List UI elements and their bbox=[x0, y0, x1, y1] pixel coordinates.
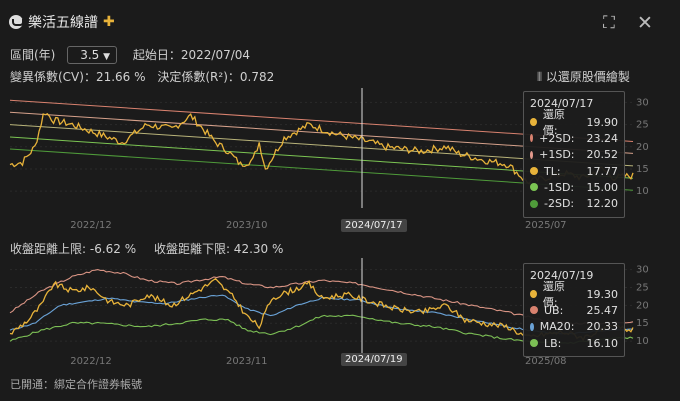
chevron-down-icon: ▼ bbox=[103, 52, 111, 62]
tooltip-row: LB: 16.10 bbox=[530, 335, 618, 351]
legend-dot-icon bbox=[530, 306, 538, 315]
tooltip-row: +1SD: 20.52 bbox=[530, 147, 618, 163]
legend-dot-icon bbox=[530, 339, 538, 348]
tooltip-date: 2024/07/19 bbox=[530, 269, 594, 282]
lower-distance-text: 收盤距離下限: 42.30 % bbox=[153, 242, 284, 256]
legend-dot-icon bbox=[530, 199, 538, 208]
y-tick-label: 15 bbox=[636, 164, 649, 175]
y-tick-label: 10 bbox=[636, 336, 649, 347]
tooltip-label: 還原價: bbox=[542, 108, 565, 138]
tooltip-value: 16.10 bbox=[586, 336, 619, 350]
tooltip-label: MA20: bbox=[539, 320, 575, 334]
tooltip-row: 還原價: 19.30 bbox=[530, 280, 619, 309]
range-value: 3.5 bbox=[80, 48, 100, 62]
footer-status: 已開通：綁定合作證券帳號 bbox=[10, 378, 142, 391]
tooltip-row: UB: 25.47 bbox=[530, 302, 618, 318]
x-tick-label: 2025/08 bbox=[525, 356, 567, 367]
start-date: 起始日：2022/07/04 bbox=[132, 48, 251, 62]
y-tick-label: 20 bbox=[636, 142, 649, 153]
tooltip-label: +2SD: bbox=[539, 131, 575, 145]
y-tick-label: 30 bbox=[636, 97, 649, 108]
app-logo-icon bbox=[9, 15, 24, 29]
tooltip-row: 還原價: 19.90 bbox=[530, 108, 619, 137]
tooltip-row: +2SD: 23.24 bbox=[530, 130, 618, 146]
tooltip-row: -2SD: 12.20 bbox=[530, 195, 618, 211]
tooltip-value: 25.47 bbox=[586, 303, 619, 317]
tooltip-value: 15.00 bbox=[586, 180, 619, 194]
app-title-bar: 樂活五線譜 ✚ bbox=[9, 12, 115, 32]
tooltip-label: UB: bbox=[544, 303, 564, 317]
expand-icon[interactable]: ⛶ bbox=[603, 13, 615, 33]
crosshair-date-label: 2024/07/17 bbox=[341, 219, 407, 232]
y-tick-label: 20 bbox=[636, 300, 649, 311]
range-label: 區間(年) bbox=[10, 48, 56, 62]
tooltip-value: 20.33 bbox=[586, 320, 619, 334]
tooltip-label: -2SD: bbox=[544, 197, 575, 211]
tooltip-label: +1SD: bbox=[539, 148, 575, 162]
legend-dot-icon bbox=[530, 183, 538, 192]
tooltip-value: 20.52 bbox=[586, 148, 619, 162]
y-tick-label: 10 bbox=[636, 186, 649, 197]
tooltip-label: LB: bbox=[544, 336, 562, 350]
y-tick-label: 30 bbox=[636, 265, 649, 276]
legend-dot-icon bbox=[530, 322, 534, 331]
x-tick-label: 2022/12 bbox=[70, 356, 112, 367]
legend-dot-icon bbox=[530, 134, 534, 143]
tooltip-label: TL: bbox=[544, 164, 561, 178]
legend-dot-icon bbox=[530, 118, 537, 127]
r2-text: 決定係數(R²)：0.782 bbox=[157, 70, 275, 84]
range-select[interactable]: 3.5 ▼ bbox=[67, 46, 118, 64]
bollinger-tooltip: 2024/07/19 還原價: 19.30 UB: 25.47 MA20: 20.33 LB… bbox=[523, 263, 625, 358]
tooltip-row: -1SD: 15.00 bbox=[530, 179, 618, 195]
adjusted-price-label: 以還原股價繪製 bbox=[545, 70, 630, 84]
cv-text: 變異係數(CV)：21.66 % bbox=[10, 70, 146, 84]
five-line-tooltip: 2024/07/17 還原價: 19.90 +2SD: 23.24 +1SD: 20.52… bbox=[523, 91, 625, 218]
y-tick-label: 25 bbox=[636, 282, 649, 293]
band-stats-row: 收盤距離上限: -6.62 % 收盤距離下限: 42.30 % bbox=[10, 240, 283, 257]
legend-dot-icon bbox=[530, 150, 534, 159]
y-tick-label: 15 bbox=[636, 318, 649, 329]
puzzle-icon[interactable]: ✚ bbox=[103, 14, 115, 30]
tooltip-value: 19.30 bbox=[586, 287, 619, 301]
app-title: 樂活五線譜 bbox=[28, 15, 98, 31]
close-icon[interactable]: ✕ bbox=[637, 12, 653, 34]
tooltip-date: 2024/07/17 bbox=[530, 97, 594, 110]
controls-row: 區間(年) 3.5 ▼ 起始日：2022/07/04 bbox=[10, 46, 250, 64]
tooltip-value: 23.24 bbox=[586, 131, 619, 145]
candle-icon: ⫴ bbox=[537, 70, 543, 84]
stats-row: 變異係數(CV)：21.66 % 決定係數(R²)：0.782 bbox=[10, 68, 274, 85]
tooltip-value: 12.20 bbox=[586, 197, 619, 211]
tooltip-value: 19.90 bbox=[586, 115, 619, 129]
x-tick-label: 2022/12 bbox=[70, 220, 112, 231]
upper-distance-text: 收盤距離上限: -6.62 % bbox=[10, 242, 137, 256]
crosshair-date-label: 2024/07/19 bbox=[341, 353, 407, 366]
x-tick-label: 2025/07 bbox=[525, 220, 567, 231]
x-tick-label: 2023/11 bbox=[226, 356, 268, 367]
tooltip-value: 17.77 bbox=[586, 164, 619, 178]
tooltip-row: TL: 17.77 bbox=[530, 163, 618, 179]
adjusted-price-toggle[interactable]: ⫴ 以還原股價繪製 bbox=[537, 68, 630, 85]
tooltip-row: MA20: 20.33 bbox=[530, 319, 618, 335]
tooltip-label: 還原價: bbox=[542, 280, 565, 310]
y-tick-label: 25 bbox=[636, 120, 649, 131]
x-tick-label: 2023/10 bbox=[226, 220, 268, 231]
legend-dot-icon bbox=[530, 167, 538, 176]
tooltip-label: -1SD: bbox=[544, 180, 575, 194]
legend-dot-icon bbox=[530, 290, 537, 299]
